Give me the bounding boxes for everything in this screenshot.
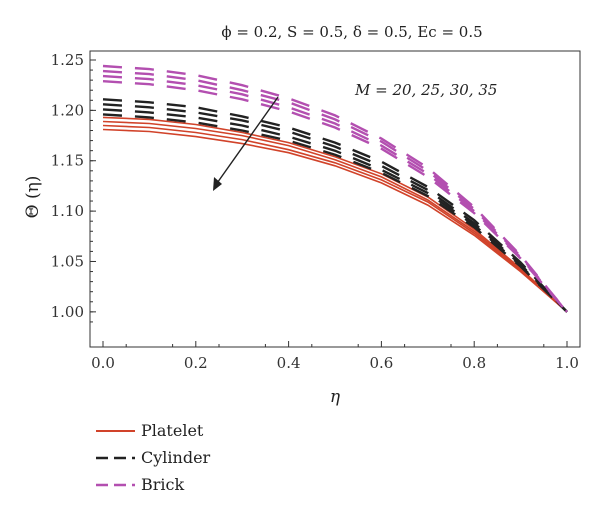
y-tick-label: 1.20 <box>51 101 84 119</box>
series-layer <box>102 64 568 313</box>
plot-frame <box>89 50 581 348</box>
series-line-cylinder-m30 <box>102 108 568 313</box>
x-tick-label: 1.0 <box>555 354 579 372</box>
series-line-platelet-m35 <box>102 128 568 313</box>
x-tick-label: 0.2 <box>184 354 208 372</box>
series-line-brick-m20 <box>102 64 568 313</box>
chart-title: ϕ = 0.2, S = 0.5, δ = 0.5, Ec = 0.5 <box>221 23 482 41</box>
y-tick-label: 1.10 <box>51 202 84 220</box>
series-line-platelet-m20 <box>102 116 568 313</box>
legend-label-cylinder: Cylinder <box>141 448 211 467</box>
x-tick-label: 0.0 <box>91 354 115 372</box>
direction-arrowhead <box>213 177 222 191</box>
legend-label-platelet: Platelet <box>141 421 204 440</box>
legend-label-brick: Brick <box>141 475 184 494</box>
parameter-annotation: M = 20, 25, 30, 35 <box>354 81 497 99</box>
direction-arrow-line <box>214 96 279 187</box>
series-line-cylinder-m25 <box>102 103 568 313</box>
x-tick-label: 0.6 <box>369 354 393 372</box>
series-line-cylinder-m20 <box>102 98 568 313</box>
y-axis: 1.00 1.05 1.10 1.15 1.20 1.25 <box>51 51 96 323</box>
x-axis-title: η <box>330 387 341 407</box>
x-tick-label: 0.8 <box>462 354 486 372</box>
legend: Platelet Cylinder Brick <box>96 421 211 494</box>
x-tick-label: 0.4 <box>277 354 301 372</box>
series-line-brick-m35 <box>102 80 568 313</box>
direction-arrow <box>213 96 279 191</box>
series-line-brick-m25 <box>102 69 568 313</box>
series-line-platelet-m30 <box>102 124 568 313</box>
y-tick-label: 1.15 <box>51 152 84 170</box>
y-tick-label: 1.00 <box>51 303 84 321</box>
y-axis-title: Θ (η) <box>23 176 43 219</box>
y-tick-label: 1.25 <box>51 51 84 69</box>
x-axis: 0.0 0.2 0.4 0.6 0.8 1.0 <box>91 341 579 372</box>
y-tick-label: 1.05 <box>51 252 84 270</box>
series-line-brick-m30 <box>102 74 568 313</box>
series-line-platelet-m25 <box>102 120 568 313</box>
series-line-cylinder-m35 <box>102 113 568 313</box>
